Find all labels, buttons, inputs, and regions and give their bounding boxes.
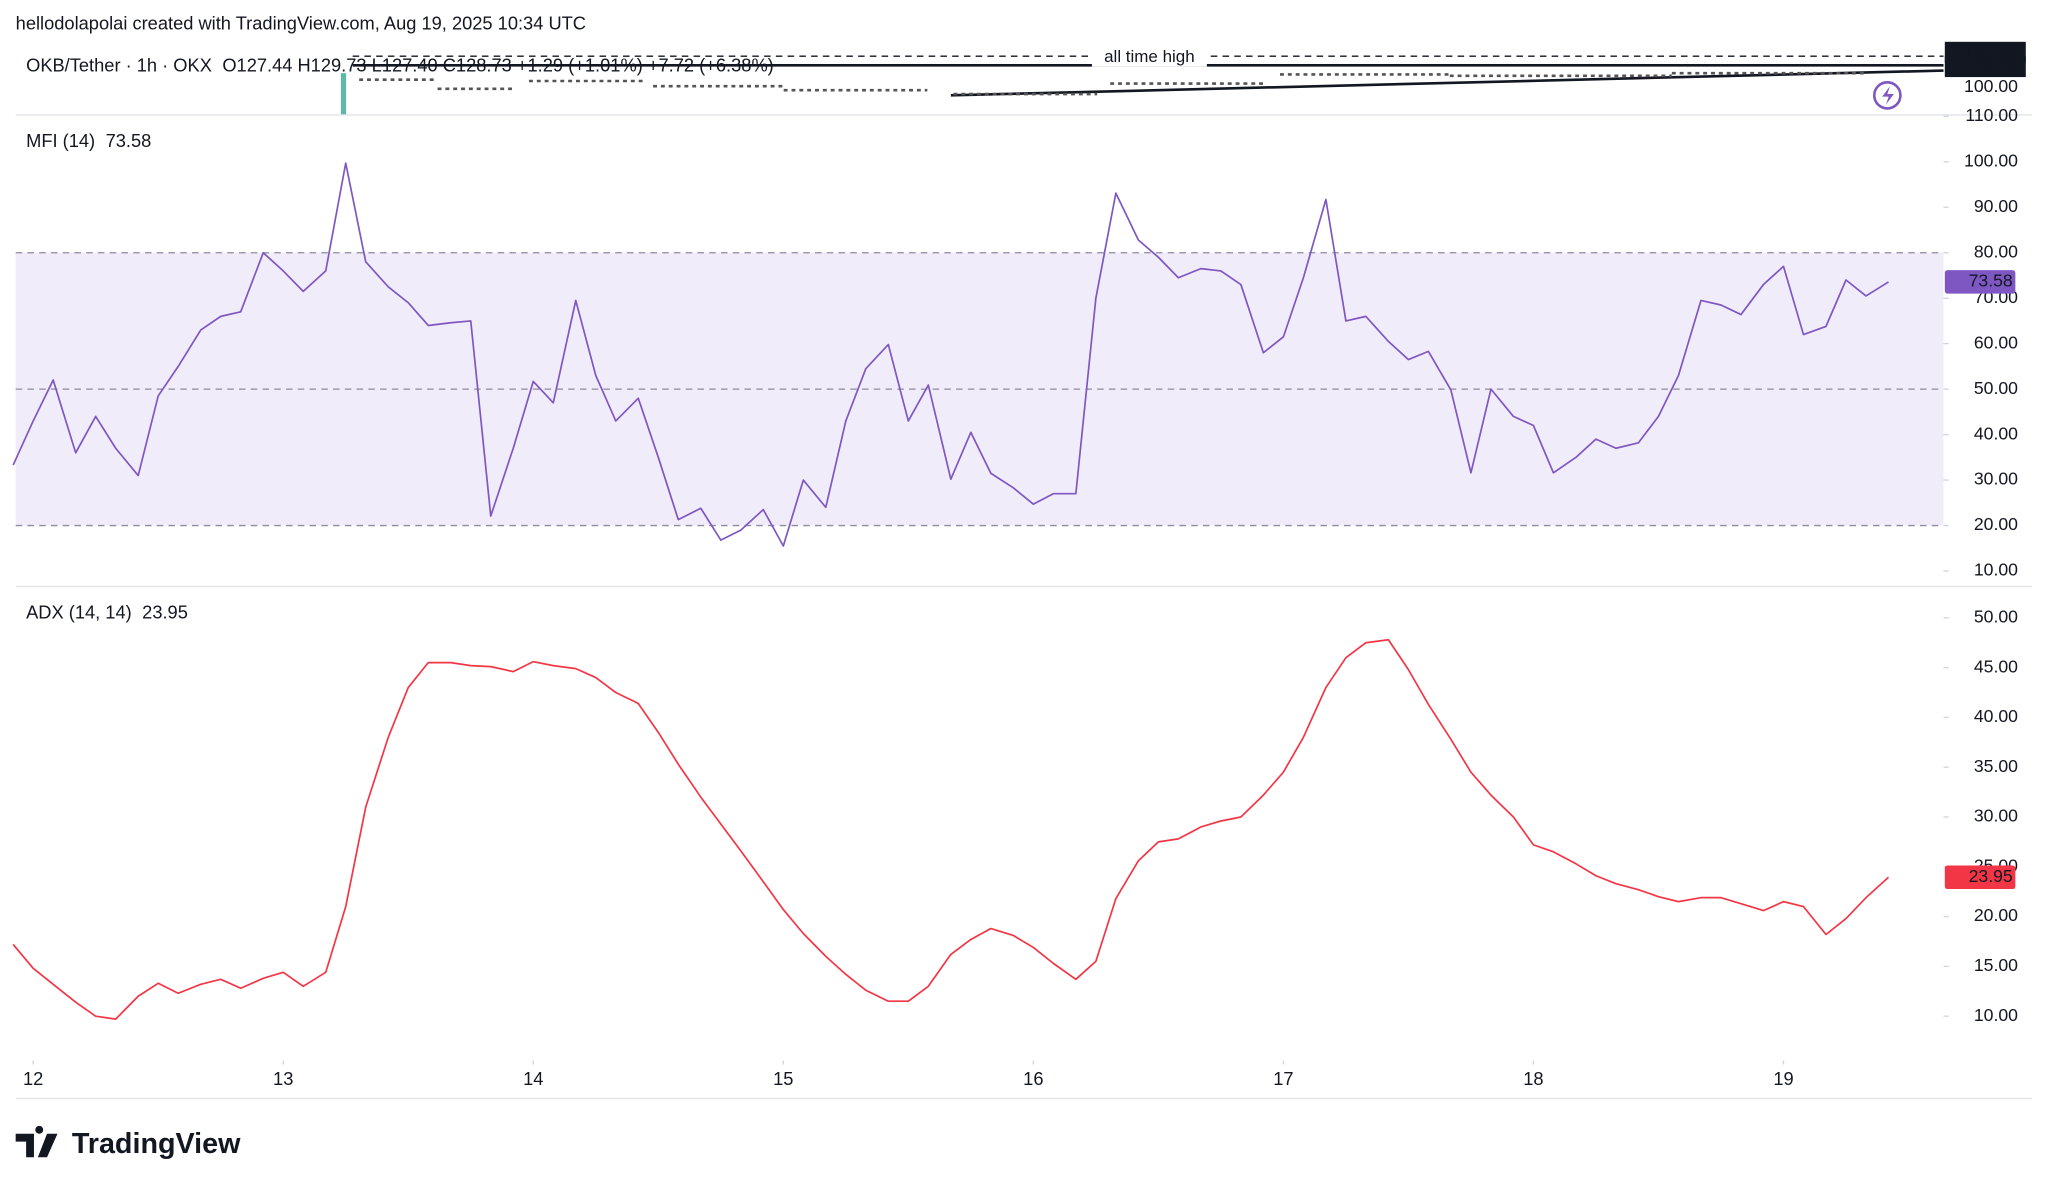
legend-name: MFI (14) — [26, 130, 95, 151]
x-tick-label: 13 — [273, 1068, 293, 1089]
ohlc-legend: O127.44 H129.73 L127.40 C128.73 +1.29 (+… — [222, 54, 773, 75]
y-tick-label: 10.00 — [1974, 1005, 2018, 1025]
series-line — [12, 162, 1889, 547]
last-value-bg — [1944, 865, 2016, 889]
y-tick-label: 40.00 — [1974, 706, 2018, 726]
last-value-label: 73.58 — [1969, 271, 2013, 291]
y-tick-label: 100.00 — [1964, 150, 2018, 170]
y-tick-label: 30.00 — [1974, 469, 2018, 489]
annotation: all time high — [1104, 47, 1195, 66]
x-tick-label: 16 — [1023, 1068, 1043, 1089]
y-tick-label: 30.00 — [1974, 806, 2018, 826]
legend-name: ADX (14, 14) — [26, 602, 132, 623]
pane: 10.0015.0020.0025.0030.0035.0040.0045.00… — [12, 602, 2018, 1089]
alert-icon — [1872, 80, 1902, 110]
header-text: hellodolapolai created with TradingView.… — [16, 13, 586, 34]
symbol-title: OKB/Tether · 1h · OKX — [26, 54, 212, 75]
x-tick-label: 17 — [1273, 1068, 1293, 1089]
y-tick-label: 10.00 — [1974, 560, 2018, 580]
x-tick-label: 14 — [523, 1068, 543, 1089]
price-axis-label: 142.88 — [1964, 41, 2018, 61]
y-tick-label: 110.00 — [1965, 105, 2018, 125]
x-tick-label: 18 — [1523, 1068, 1543, 1089]
y-tick-label: 40.00 — [1974, 423, 2018, 443]
price-axis-label: 100.00 — [1964, 76, 2018, 96]
x-tick-label: 12 — [23, 1068, 43, 1089]
x-tick-label: 19 — [1773, 1068, 1793, 1089]
y-tick-label: 35.00 — [1974, 756, 2018, 776]
logo-mark — [15, 1125, 58, 1158]
y-tick-label: 45.00 — [1974, 656, 2018, 676]
series-line — [12, 638, 1890, 1020]
y-tick-label: 50.00 — [1974, 606, 2018, 626]
y-tick-label: 80.00 — [1974, 241, 2018, 261]
price-axis-label: 25:46 — [1974, 55, 2018, 75]
tv-logo: TradingView — [15, 1125, 241, 1160]
last-value-bg — [1944, 270, 2016, 294]
candle — [340, 73, 347, 115]
logo-text: TradingView — [72, 1128, 241, 1160]
x-tick-label: 15 — [773, 1068, 793, 1089]
y-tick-label: 60.00 — [1974, 332, 2018, 352]
pane: 10.0020.0030.0040.0050.0060.0070.0080.00… — [12, 105, 2018, 580]
annotation-bg — [1091, 47, 1207, 67]
y-tick-label: 90.00 — [1974, 196, 2018, 216]
price-label-bg — [1944, 56, 2026, 78]
legend-value: 23.95 — [142, 602, 188, 623]
y-tick-label: 20.00 — [1974, 905, 2018, 925]
y-tick-label: 50.00 — [1974, 378, 2018, 398]
y-tick-label: 15.00 — [1974, 955, 2018, 975]
legend-value: 73.58 — [106, 130, 152, 151]
trend-line — [950, 69, 1944, 97]
alert-icon-bolt — [1882, 86, 1894, 105]
y-tick-label: 20.00 — [1974, 514, 2018, 534]
last-value-label: 23.95 — [1969, 866, 2013, 886]
